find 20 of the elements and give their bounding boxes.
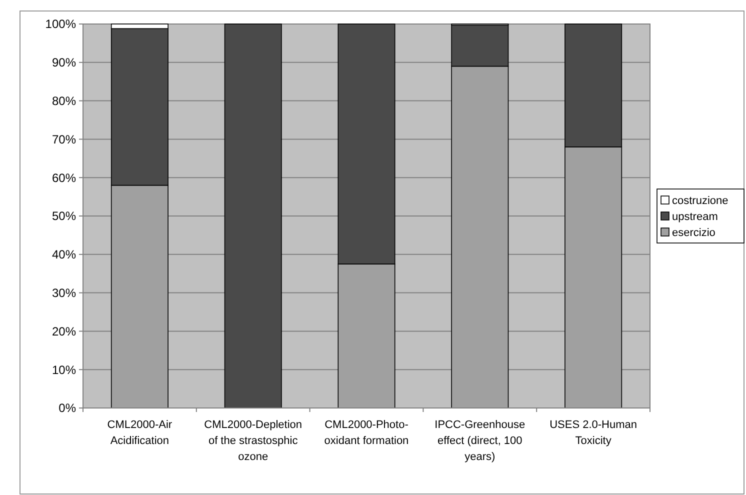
- y-tick-label: 40%: [52, 248, 76, 262]
- x-tick-label: USES 2.0-Human Toxicity: [550, 419, 638, 447]
- bar: [224, 24, 282, 408]
- legend-label: costruzione: [672, 194, 728, 207]
- legend-label: upstream: [672, 210, 718, 223]
- y-tick-label: 0%: [58, 401, 76, 416]
- y-tick-label: 80%: [52, 94, 76, 108]
- y-tick-label: 70%: [52, 132, 76, 146]
- y-tick-label: 10%: [52, 362, 76, 377]
- y-tick-label: 60%: [52, 170, 76, 185]
- x-tick-label: IPCC-Greenhouse effect (direct, 100 years): [434, 419, 526, 463]
- x-tick-label: CML2000-Air Acidification: [107, 419, 172, 447]
- x-tick-label: CML2000-Photo-oxidant formation: [324, 419, 409, 447]
- y-tick-label: 30%: [52, 286, 76, 300]
- x-tick-label: CML2000-Depletion of the strastosphic ozone: [204, 419, 302, 463]
- legend-label: esercizio: [672, 226, 716, 239]
- y-tick-label: 90%: [52, 56, 76, 70]
- y-tick-label: 100%: [45, 17, 76, 32]
- y-tick-label: 50%: [52, 209, 76, 224]
- y-tick-label: 20%: [52, 324, 76, 338]
